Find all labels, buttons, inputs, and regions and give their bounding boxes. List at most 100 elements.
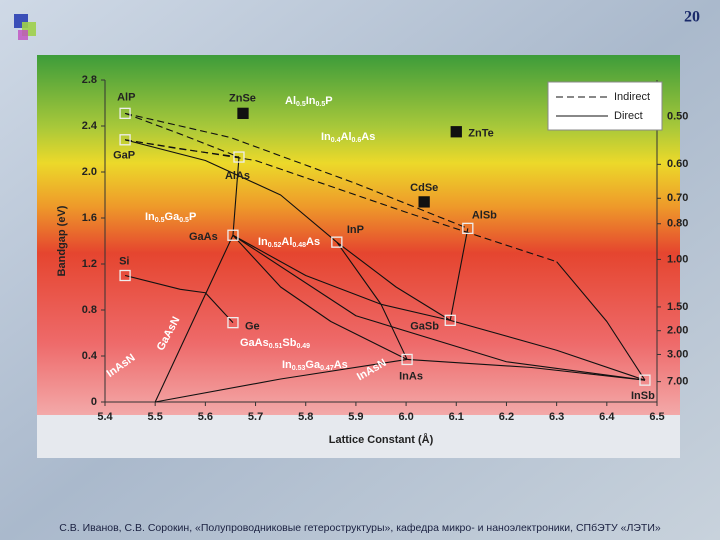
annotation-part: Al <box>341 131 352 143</box>
point <box>462 222 474 235</box>
x-tick-label: 5.9 <box>348 411 363 423</box>
legend-label: Indirect <box>614 91 650 103</box>
y2-tick-label: 1.50 <box>667 301 688 313</box>
curve <box>232 234 451 321</box>
annotation-part: In <box>306 95 316 107</box>
point <box>119 107 131 119</box>
subscript: 0.47 <box>320 365 334 372</box>
curve <box>155 358 408 403</box>
point <box>331 236 343 248</box>
point <box>401 353 413 366</box>
y2-tick-label: 2.00 <box>667 325 688 337</box>
point <box>227 229 239 241</box>
y-tick-label: 1.6 <box>82 212 97 224</box>
annotation-part: As <box>306 236 320 248</box>
y2-tick-label: 7.00 <box>667 376 688 388</box>
annotation-part: Al <box>281 236 292 248</box>
point <box>444 314 456 327</box>
point-label: InP <box>347 224 364 236</box>
y-axis-label: Bandgap (eV) <box>56 205 68 276</box>
curve <box>154 235 234 403</box>
point-label: CdSe <box>410 182 438 194</box>
subscript: 0.4 <box>331 137 341 144</box>
y2-tick-label: 1.00 <box>667 253 688 265</box>
annotation-part: In <box>321 131 331 143</box>
curve <box>407 358 646 381</box>
annotation-part: Ga <box>305 359 321 371</box>
y2-tick-label: 0.70 <box>667 192 688 204</box>
point-label: Ge <box>245 321 260 333</box>
point <box>450 126 462 138</box>
point <box>639 374 651 386</box>
y-tick-label: 2.4 <box>82 120 98 132</box>
subscript: 0.51 <box>269 343 283 350</box>
curve <box>336 241 408 360</box>
annotation-part: Al <box>285 95 296 107</box>
curve <box>556 261 646 381</box>
point <box>237 107 249 119</box>
x-tick-label: 6.2 <box>499 411 514 423</box>
annotation-part: P <box>189 211 196 223</box>
x-tick-label: 5.5 <box>148 411 163 423</box>
curve <box>124 112 469 229</box>
y-tick-label: 1.2 <box>82 258 97 270</box>
x-tick-label: 6.1 <box>449 411 464 423</box>
annotation-part: As <box>361 131 375 143</box>
point-label: GaP <box>113 150 135 162</box>
curve <box>124 139 338 243</box>
x-tick-label: 6.4 <box>599 411 615 423</box>
curve <box>232 234 408 360</box>
subscript: 0.5 <box>155 217 165 224</box>
annotation: In0.53Ga0.47As <box>282 359 348 372</box>
annotation: In0.5Ga0.5P <box>145 211 196 224</box>
x-tick-label: 6.5 <box>649 411 664 423</box>
logo <box>14 14 36 40</box>
annotation: In0.52Al0.48As <box>258 236 320 249</box>
annotation-part: P <box>325 95 332 107</box>
annotation-part: As <box>334 359 348 371</box>
point-label: InSb <box>631 390 655 402</box>
annotation: GaAs0.51Sb0.49 <box>240 337 310 350</box>
subscript: 0.52 <box>268 242 282 249</box>
x-tick-label: 6.3 <box>549 411 564 423</box>
point-label: ZnSe <box>229 92 256 104</box>
point-label: ZnTe <box>468 128 493 140</box>
y-tick-label: 2.0 <box>82 166 97 178</box>
point-label: GaSb <box>410 320 439 332</box>
legend-label: Direct <box>614 110 643 122</box>
curve <box>232 157 240 236</box>
y2-tick-label: 3.00 <box>667 348 688 360</box>
y2-tick-label: 0.60 <box>667 158 688 170</box>
annotation-part: GaAs <box>240 337 269 349</box>
subscript: 0.5 <box>179 217 189 224</box>
chart-footer-panel <box>37 415 680 458</box>
subscript: 0.48 <box>292 242 306 249</box>
x-tick-label: 6.0 <box>398 411 413 423</box>
point <box>418 196 430 208</box>
point-label: Si <box>119 255 129 267</box>
curve <box>232 234 646 381</box>
point-label: GaAs <box>189 231 218 243</box>
annotation-part: Sb <box>282 337 296 349</box>
curve <box>449 228 469 321</box>
curve <box>124 139 557 263</box>
y-tick-label: 2.8 <box>82 74 97 86</box>
y-tick-label: 0.4 <box>82 350 98 362</box>
point <box>119 269 131 282</box>
subscript: 0.5 <box>316 101 326 108</box>
annotation: Al0.5In0.5P <box>285 95 333 108</box>
subscript: 0.6 <box>352 137 362 144</box>
x-axis-label: Lattice Constant (Å) <box>329 433 434 446</box>
point <box>119 134 131 146</box>
y-tick-label: 0.8 <box>82 304 97 316</box>
x-tick-label: 5.6 <box>198 411 213 423</box>
subscript: 0.5 <box>296 101 306 108</box>
curve <box>336 241 451 321</box>
legend-box <box>547 81 663 131</box>
y2-tick-label: 0.50 <box>667 111 688 123</box>
point <box>233 151 245 163</box>
footer: С.В. Иванов, С.В. Сорокин, «Полупроводни… <box>59 522 661 534</box>
curve <box>124 274 234 324</box>
annotation-part: In <box>258 236 268 248</box>
